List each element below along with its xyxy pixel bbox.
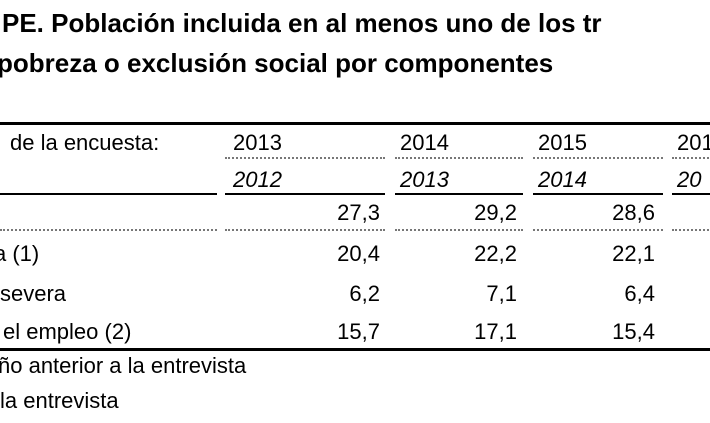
divider xyxy=(395,229,523,231)
income-year: 20 xyxy=(677,167,702,192)
survey-year: 201 xyxy=(677,130,710,155)
divider xyxy=(395,157,523,159)
divider xyxy=(533,157,663,159)
survey-year: 2014 xyxy=(400,130,449,155)
cell-value: 15,7 xyxy=(337,319,380,344)
divider xyxy=(225,193,385,195)
row-label: a (1) xyxy=(0,241,40,266)
divider xyxy=(0,193,217,195)
cell-value: 6,2 xyxy=(349,281,380,306)
cell-value: 22,2 xyxy=(474,241,517,266)
cell-value: 27,3 xyxy=(337,200,380,225)
cell-value: 20,4 xyxy=(337,241,380,266)
survey-year: 2015 xyxy=(538,130,587,155)
divider xyxy=(0,229,217,231)
divider xyxy=(672,157,710,159)
divider xyxy=(672,193,710,195)
income-year: 2012 xyxy=(233,167,282,192)
divider xyxy=(533,193,663,195)
divider xyxy=(225,229,385,231)
survey-year: 2013 xyxy=(233,130,282,155)
cell-value: 28,6 xyxy=(612,200,655,225)
footnote: ño anterior a la entrevista xyxy=(0,353,247,378)
table-title-line-1: PE. Población incluida en al menos uno d… xyxy=(2,8,602,38)
header-label: de la encuesta: xyxy=(10,130,160,155)
row-label: el empleo (2) xyxy=(3,319,132,344)
divider xyxy=(533,229,663,231)
table-title-line-2: pobreza o exclusión social por component… xyxy=(0,48,554,78)
top-rule xyxy=(0,122,710,125)
divider xyxy=(672,229,710,231)
footnote: la entrevista xyxy=(0,388,119,413)
cell-value: 17,1 xyxy=(474,319,517,344)
divider xyxy=(395,193,523,195)
bottom-rule xyxy=(0,348,710,351)
cell-value: 22,1 xyxy=(612,241,655,266)
cell-value: 6,4 xyxy=(624,281,655,306)
divider xyxy=(225,157,385,159)
cell-value: 15,4 xyxy=(612,319,655,344)
cell-value: 29,2 xyxy=(474,200,517,225)
income-year: 2014 xyxy=(538,167,587,192)
row-label: severa xyxy=(0,281,67,306)
cell-value: 7,1 xyxy=(486,281,517,306)
income-year: 2013 xyxy=(400,167,449,192)
